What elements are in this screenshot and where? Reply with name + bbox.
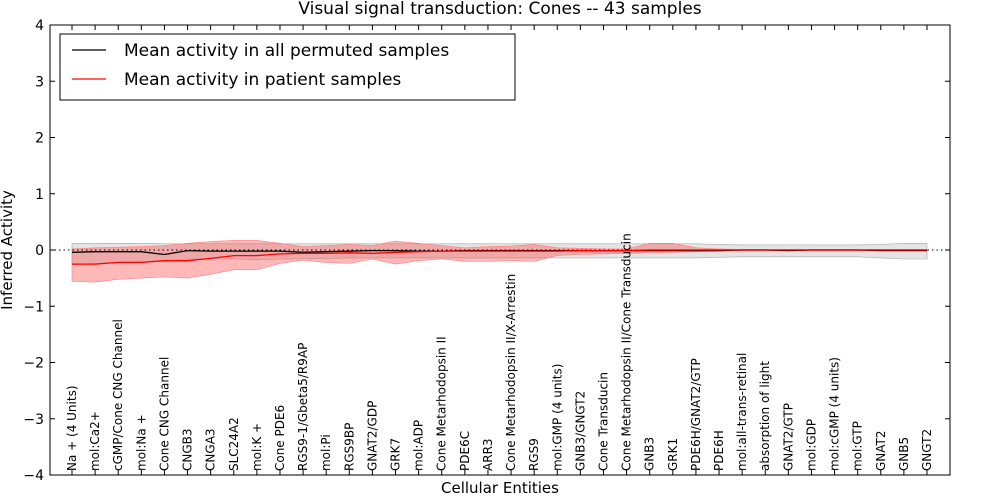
- x-tick-label: PDE6C: [458, 431, 472, 471]
- x-tick-label: PDE6H: [712, 430, 726, 471]
- x-tick-label: cGMP/Cone CNG Channel: [111, 319, 125, 471]
- x-tick-label: mol:GMP (4 units): [550, 364, 564, 471]
- y-tick-label: −2: [23, 356, 44, 372]
- series-line-1: [72, 249, 927, 265]
- y-tick-label: 3: [35, 74, 44, 90]
- plot-frame: [49, 24, 951, 476]
- y-tick-label: 4: [35, 18, 44, 34]
- x-tick-label: mol:Ca2+: [88, 411, 102, 471]
- x-tick-label: RGS9BP: [342, 423, 356, 471]
- y-axis-label: Inferred Activity: [0, 190, 16, 310]
- x-tick-label: GRK7: [389, 438, 403, 471]
- x-tick-label: Cone Metarhodopsin II/Cone Transducin: [620, 233, 634, 471]
- x-tick-label: Cone CNG Channel: [157, 357, 171, 471]
- x-tick-label: Na + (4 Units): [65, 385, 79, 471]
- x-tick-label: mol:Pi: [319, 434, 333, 471]
- x-tick-label: GNB3/GNGT2: [573, 391, 587, 471]
- x-tick-label: PDE6H/GNAT2/GTP: [689, 358, 703, 471]
- x-tick-label: Cone Metarhodopsin II/X-Arrestin: [504, 274, 518, 471]
- y-tick-label: −4: [23, 468, 44, 484]
- legend-box: [59, 33, 516, 101]
- x-tick-label: Cone PDE6: [273, 405, 287, 471]
- x-tick-label: GNB5: [897, 437, 911, 471]
- x-tick-label: GNAT2: [874, 430, 888, 471]
- x-tick-label: RGS9-1/Gbeta5/R9AP: [296, 343, 310, 471]
- x-tick-label: RGS9: [527, 438, 541, 471]
- x-tick-label: Cone Transducin: [597, 372, 611, 471]
- x-tick-label: mol:ADP: [412, 420, 426, 471]
- legend-label-patient: Mean activity in patient samples: [124, 70, 401, 90]
- x-tick-label: mol:Na +: [134, 414, 148, 471]
- x-tick-label: GNGT2: [920, 429, 934, 471]
- y-tick-label: −3: [23, 412, 44, 428]
- x-tick-label: absorption of light: [758, 361, 772, 471]
- x-tick-label: SLC24A2: [227, 417, 241, 471]
- x-tick-label: GRK1: [666, 438, 680, 471]
- y-tick-label: 2: [35, 131, 44, 147]
- x-tick-label: GNB3: [643, 437, 657, 471]
- y-tick-label: −1: [23, 299, 44, 315]
- x-tick-label: mol:cGMP (4 units): [828, 357, 842, 471]
- y-tick-label: 0: [35, 243, 44, 259]
- x-tick-label: mol:GDP: [805, 419, 819, 471]
- plot-layer: −4 −3 −2 −1 0 1 2 3 4 Na + (4 Units) mol:Ca2+ cGMP/…: [23, 18, 950, 484]
- x-tick-label: CNGA3: [204, 428, 218, 471]
- legend: Mean activity in all permuted samples Me…: [59, 33, 516, 101]
- y-tick-label: 1: [35, 187, 44, 203]
- x-tick-label: mol:K +: [250, 423, 264, 471]
- x-tick-label: GNAT2/GTP: [781, 403, 795, 471]
- x-tick-label: CNGB3: [181, 428, 195, 471]
- x-tick-label: mol:GTP: [851, 421, 865, 471]
- x-tick-label: Cone Metarhodopsin II: [435, 336, 449, 471]
- chart-title: Visual signal transduction: Cones -- 43 …: [298, 0, 701, 19]
- x-tick-label: ARR3: [481, 438, 495, 471]
- legend-label-permuted: Mean activity in all permuted samples: [124, 41, 449, 61]
- x-tick-label: GNAT2/GDP: [365, 401, 379, 471]
- x-axis-label: Cellular Entities: [441, 479, 559, 497]
- x-tick-label: mol:all-trans-retinal: [735, 353, 749, 471]
